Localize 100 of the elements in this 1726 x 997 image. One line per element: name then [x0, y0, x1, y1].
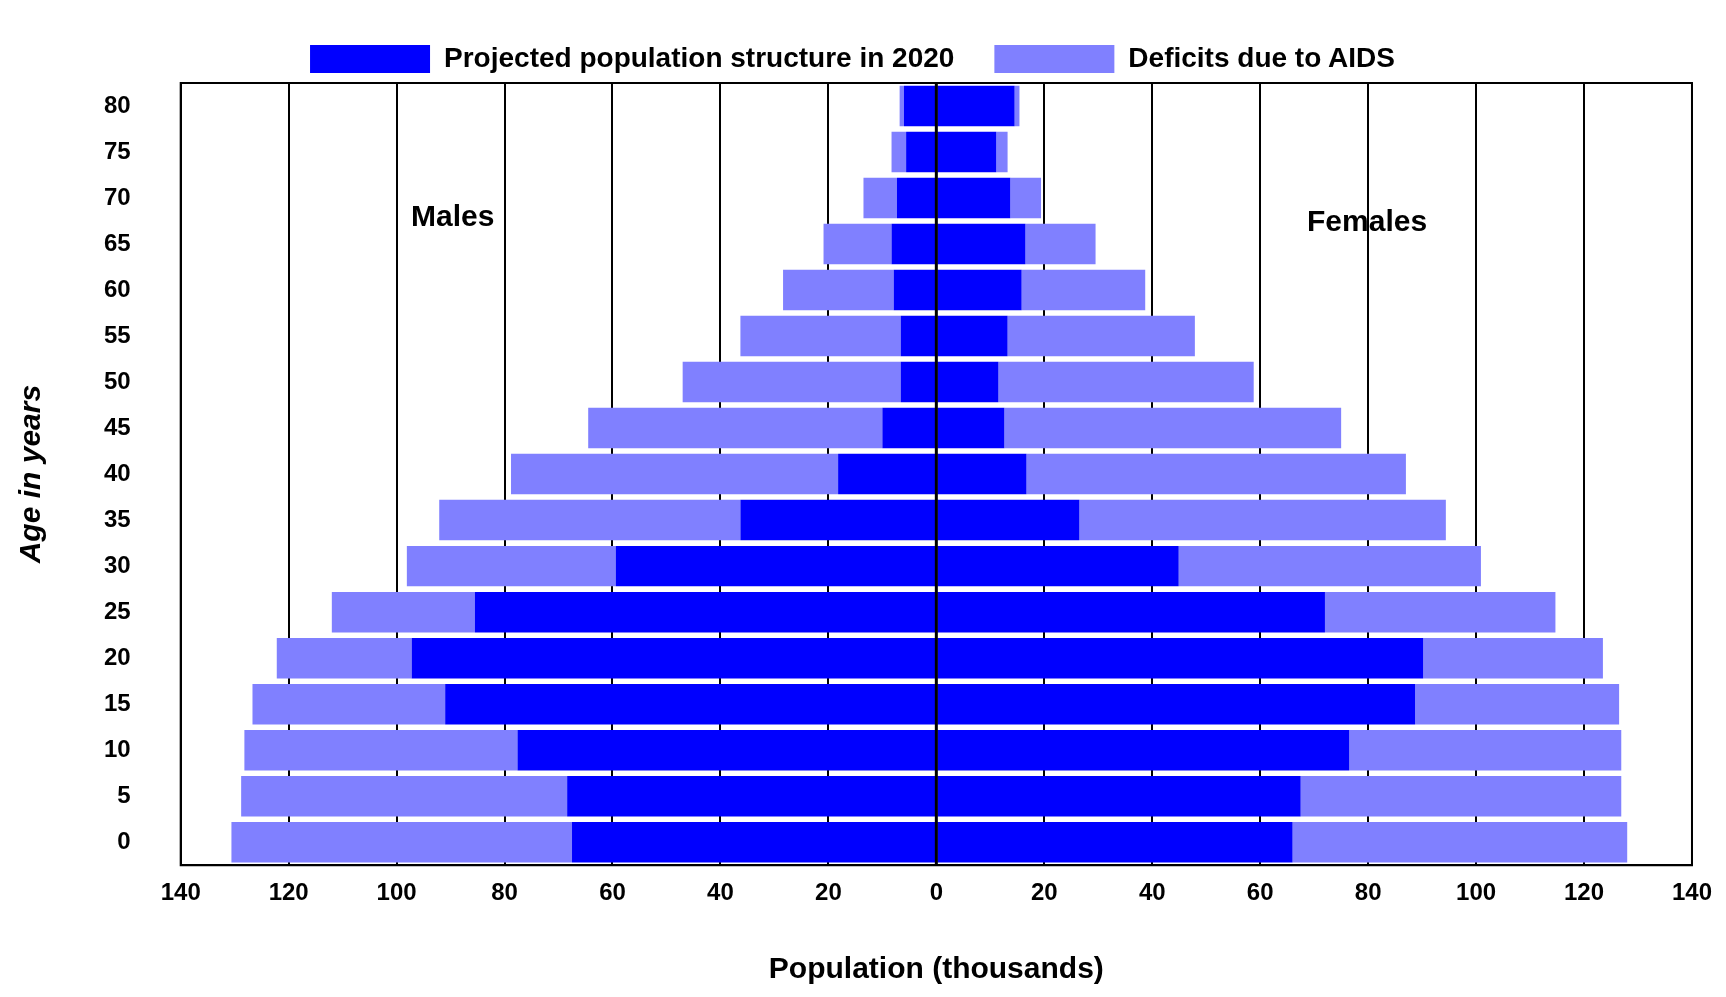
bar — [900, 315, 936, 357]
bar — [937, 453, 1027, 495]
x-tick-label: 20 — [1030, 878, 1058, 906]
bar — [937, 545, 1179, 587]
bar — [937, 407, 1005, 449]
bar — [682, 361, 901, 403]
x-tick-label: 120 — [1564, 878, 1605, 906]
bar — [996, 131, 1008, 173]
y-tick-label: 30 — [103, 550, 131, 578]
bar — [588, 407, 883, 449]
bar — [998, 361, 1254, 403]
bar — [937, 683, 1416, 725]
bar — [1415, 683, 1620, 725]
x-tick-label: 140 — [1671, 878, 1712, 906]
x-tick-label: 100 — [376, 878, 417, 906]
bar — [1026, 453, 1406, 495]
y-tick-label: 80 — [103, 90, 131, 118]
bar — [823, 223, 892, 265]
bar — [474, 591, 936, 633]
bar — [937, 361, 999, 403]
annotation: Males — [411, 199, 495, 233]
y-tick-label: 40 — [103, 458, 131, 486]
y-tick-label: 10 — [103, 734, 131, 762]
bar — [891, 223, 936, 265]
bar — [740, 315, 901, 357]
bar — [406, 545, 616, 587]
bar — [511, 453, 839, 495]
bar — [1292, 821, 1628, 863]
bar — [891, 131, 907, 173]
bar — [439, 499, 741, 541]
x-tick-label: 80 — [1354, 878, 1382, 906]
bar — [517, 729, 936, 771]
bar — [900, 361, 936, 403]
bar — [838, 453, 936, 495]
bar — [1423, 637, 1603, 679]
bar — [882, 407, 936, 449]
x-tick-label: 140 — [160, 878, 201, 906]
bar — [252, 683, 446, 725]
bar — [937, 821, 1293, 863]
y-tick-label: 60 — [103, 274, 131, 302]
bar — [331, 591, 475, 633]
bar — [899, 85, 904, 127]
bar — [572, 821, 936, 863]
bar — [903, 85, 936, 127]
bar — [244, 729, 518, 771]
bar — [241, 775, 568, 817]
bar — [937, 315, 1008, 357]
bar — [937, 729, 1350, 771]
bar — [937, 637, 1424, 679]
bar — [411, 637, 936, 679]
bar — [937, 269, 1022, 311]
x-tick-label: 0 — [929, 878, 944, 906]
bar — [445, 683, 936, 725]
bar — [937, 85, 1015, 127]
bar — [1300, 775, 1622, 817]
x-tick-label: 60 — [1246, 878, 1274, 906]
bar — [906, 131, 936, 173]
bar — [231, 821, 573, 863]
x-axis-title: Population (thousands) — [768, 951, 1104, 985]
bar — [937, 591, 1325, 633]
y-tick-label: 75 — [103, 136, 131, 164]
bar — [1079, 499, 1446, 541]
bar — [615, 545, 936, 587]
y-tick-label: 55 — [103, 320, 131, 348]
bar — [740, 499, 936, 541]
bar — [1025, 223, 1096, 265]
y-tick-label: 25 — [103, 596, 131, 624]
bar — [276, 637, 412, 679]
y-tick-label: 35 — [103, 504, 131, 532]
x-tick-label: 20 — [815, 878, 842, 906]
bar — [863, 177, 897, 219]
bar — [1010, 177, 1042, 219]
bar — [937, 499, 1080, 541]
bar — [1349, 729, 1622, 771]
bar — [1007, 315, 1195, 357]
bar — [1178, 545, 1481, 587]
y-tick-label: 15 — [103, 688, 131, 716]
bar — [783, 269, 894, 311]
legend-label: Projected population structure in 2020 — [444, 41, 955, 73]
bar — [937, 223, 1026, 265]
bar — [893, 269, 936, 311]
bar — [567, 775, 936, 817]
bar — [1324, 591, 1556, 633]
y-axis-title: Age in years — [13, 384, 47, 565]
bar — [1004, 407, 1342, 449]
y-tick-label: 70 — [103, 182, 131, 210]
bar — [937, 131, 997, 173]
y-tick-label: 50 — [103, 366, 131, 394]
x-tick-label: 100 — [1456, 878, 1497, 906]
x-tick-label: 40 — [707, 878, 734, 906]
bar — [937, 775, 1301, 817]
x-tick-label: 80 — [491, 878, 518, 906]
y-tick-label: 65 — [103, 228, 131, 256]
y-tick-label: 45 — [103, 412, 131, 440]
y-tick-label: 0 — [117, 826, 131, 854]
x-tick-label: 120 — [268, 878, 309, 906]
x-tick-label: 40 — [1138, 878, 1166, 906]
x-tick-label: 60 — [599, 878, 626, 906]
bar — [896, 177, 936, 219]
bar — [937, 177, 1011, 219]
